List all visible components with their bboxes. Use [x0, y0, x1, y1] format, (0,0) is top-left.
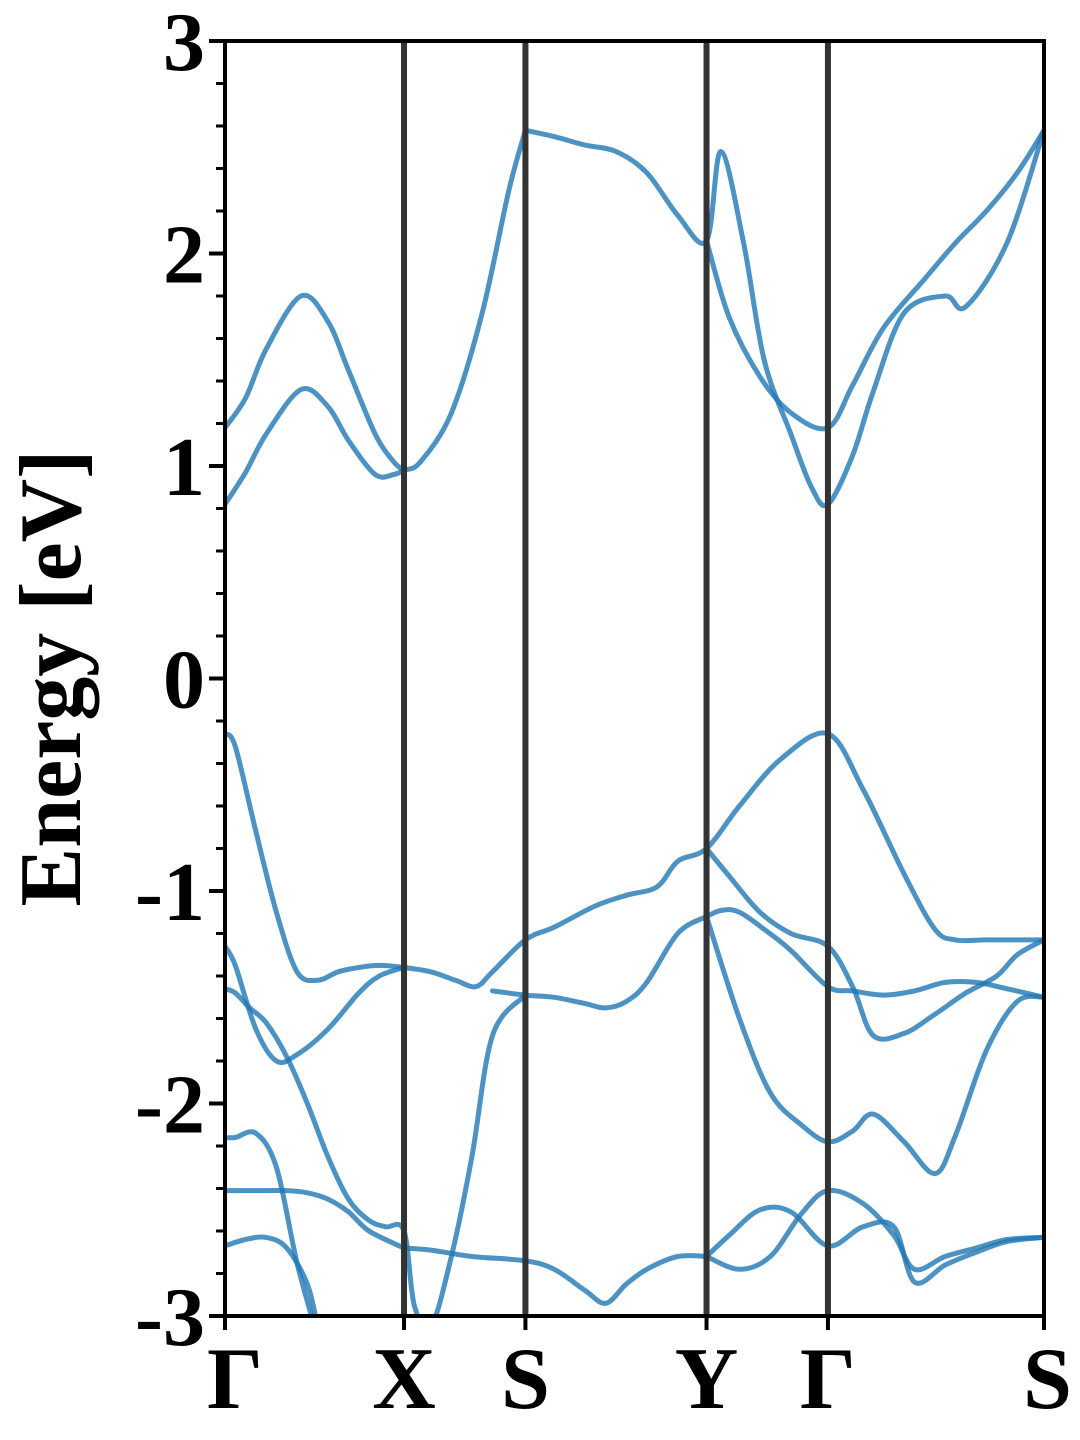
- band-line-11: [225, 1187, 407, 1251]
- band-line-5: [225, 730, 1044, 990]
- y-tick-label: 0: [163, 634, 205, 727]
- band-line-16: [704, 1187, 1044, 1273]
- y-tick-label: -1: [135, 846, 205, 939]
- y-axis-ticks: -3 -2 -1 0 1 2 3: [135, 0, 225, 1364]
- y-tick-label: 2: [163, 209, 205, 302]
- band-line-13: [225, 1129, 315, 1316]
- band-line-6: [225, 943, 407, 1066]
- band-line-10: [704, 914, 1044, 1177]
- y-tick-label: -3: [135, 1271, 205, 1364]
- y-axis-label: Energy [eV]: [3, 450, 100, 907]
- band-line-3: [522, 127, 1044, 509]
- plot-frame: [223, 39, 1046, 1318]
- band-line-15: [704, 1204, 1044, 1286]
- y-tick-label: 3: [163, 0, 205, 89]
- plot-border: [223, 39, 1046, 1318]
- x-tick-label: X: [372, 1331, 436, 1428]
- x-tick-label: S: [501, 1331, 550, 1428]
- band-line-14: [225, 1234, 319, 1316]
- band-line-9: [225, 986, 528, 1316]
- y-tick-label: 1: [163, 421, 205, 514]
- band-line-7: [490, 907, 1044, 1011]
- x-tick-label: Y: [675, 1331, 739, 1428]
- high-symmetry-dividers: [401, 41, 831, 1316]
- x-tick-label: S: [1023, 1331, 1072, 1428]
- band-line-8: [704, 846, 1044, 1042]
- y-tick-label: -2: [135, 1059, 205, 1152]
- x-tick-label: Γ: [800, 1331, 856, 1428]
- x-tick-label: Γ: [207, 1331, 263, 1428]
- band-line-12: [401, 1245, 709, 1306]
- band-line-2: [225, 292, 407, 473]
- band-lines: [225, 127, 1044, 1316]
- band-line-4: [704, 127, 1044, 432]
- band-line-1: [225, 127, 528, 507]
